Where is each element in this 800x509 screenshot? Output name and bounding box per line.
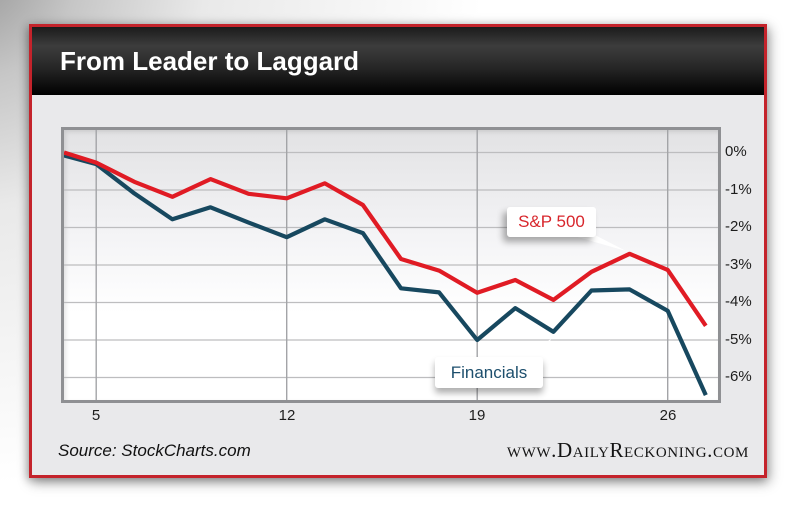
plot-area: S&P 500 Financials (61, 127, 721, 403)
y-axis-tick-m1pct: -1% (725, 181, 752, 198)
financials-callout: Financials (435, 357, 543, 388)
website-url: www.DailyReckoning.com (506, 438, 749, 462)
chart-header: From Leader to Laggard (32, 27, 764, 95)
y-axis-tick-m6pct: -6% (725, 368, 752, 385)
source-credit: Source: StockCharts.com (58, 441, 251, 460)
y-axis-tick-m2pct: -2% (725, 218, 752, 235)
chart-body: S&P 500 Financials 0% -1% -2% -3% -4% -5… (32, 95, 764, 475)
y-axis-tick-m3pct: -3% (725, 256, 752, 273)
sp500-callout-label: S&P 500 (518, 212, 585, 231)
line-chart-canvas (64, 130, 718, 400)
y-axis-tick-0pct: 0% (725, 143, 747, 160)
x-axis-tick-12: 12 (278, 407, 296, 424)
chart-title: From Leader to Laggard (60, 45, 360, 76)
x-axis-tick-26: 26 (659, 407, 677, 424)
chart-frame: From Leader to Laggard S&P 500 Financial… (29, 24, 767, 478)
x-axis-tick-19: 19 (468, 407, 486, 424)
x-axis-tick-5: 5 (91, 407, 101, 424)
y-axis-tick-m4pct: -4% (725, 293, 752, 310)
y-axis-tick-m5pct: -5% (725, 331, 752, 348)
financials-callout-label: Financials (450, 362, 528, 382)
sp500-callout: S&P 500 (507, 207, 596, 237)
